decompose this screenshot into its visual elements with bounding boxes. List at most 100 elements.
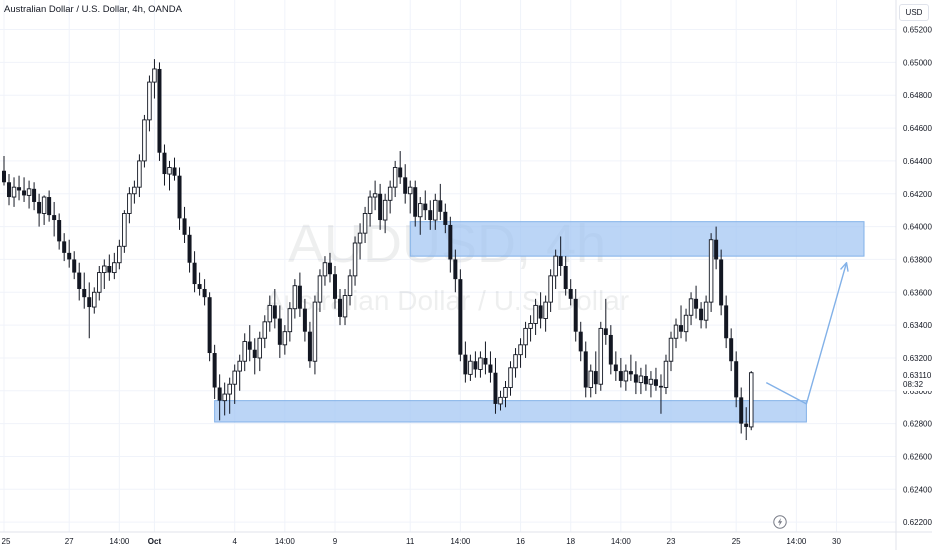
y-tick-label: 0.65000	[903, 58, 932, 67]
candle	[683, 308, 689, 342]
candle	[177, 167, 182, 230]
candle	[739, 387, 744, 434]
candle	[82, 272, 87, 309]
resistance-zone[interactable]	[409, 221, 865, 257]
lightning-icon[interactable]	[773, 515, 787, 529]
candle	[398, 151, 403, 184]
candle	[242, 333, 247, 372]
candle	[172, 157, 177, 181]
x-tick-label: 11	[406, 537, 415, 546]
candle	[11, 177, 17, 207]
y-tick-label: 0.62600	[903, 452, 932, 461]
candle	[719, 249, 724, 316]
candle	[302, 298, 307, 342]
candle	[147, 75, 152, 132]
candle	[7, 174, 12, 206]
candle	[618, 357, 623, 388]
candle	[724, 295, 729, 349]
candle	[413, 180, 418, 227]
y-tick-label: 0.64800	[903, 91, 932, 100]
zones-layer	[214, 221, 865, 423]
x-tick-label: 4	[232, 537, 237, 546]
candle	[443, 203, 448, 234]
candle	[287, 302, 293, 342]
candle	[342, 288, 348, 326]
candle	[688, 292, 694, 326]
candle	[463, 341, 468, 383]
support-zone[interactable]	[214, 400, 807, 423]
candle	[523, 321, 528, 358]
candle	[744, 407, 749, 441]
candle	[137, 154, 142, 198]
candle	[207, 292, 212, 362]
y-tick-label: 0.64200	[903, 190, 932, 199]
candle	[167, 160, 172, 191]
candle	[468, 354, 473, 381]
candle	[423, 190, 428, 221]
candle	[252, 338, 257, 375]
candle	[578, 321, 583, 362]
candle	[658, 374, 663, 414]
projection-arrow	[765, 262, 849, 405]
candle	[102, 259, 107, 289]
candle	[237, 354, 242, 391]
candle	[332, 266, 337, 309]
candle	[694, 285, 699, 319]
candle	[453, 249, 458, 293]
candle	[729, 328, 734, 372]
candle	[448, 216, 453, 273]
candle	[703, 295, 709, 329]
x-tick-label: 25	[2, 537, 11, 546]
candle	[97, 266, 102, 301]
candle	[428, 200, 433, 230]
candle	[87, 282, 92, 339]
y-tick-label: 0.63200	[903, 354, 932, 363]
candle	[72, 251, 77, 280]
candle	[67, 239, 72, 268]
candle	[157, 62, 162, 161]
candle	[538, 292, 543, 329]
candle	[748, 371, 754, 431]
candle	[493, 357, 498, 414]
candle	[543, 295, 548, 332]
candle	[488, 351, 493, 383]
candle	[473, 351, 478, 378]
y-tick-label: 0.62400	[903, 485, 932, 494]
candle	[603, 298, 608, 345]
candles-layer	[2, 59, 754, 441]
candle	[483, 341, 488, 375]
candle	[528, 315, 533, 342]
x-tick-label: 23	[667, 537, 676, 546]
candle	[372, 180, 378, 211]
candle	[508, 361, 513, 396]
candle	[593, 351, 598, 395]
candle	[272, 288, 277, 329]
watermark-name: Australian Dollar / U.S. Dollar	[265, 285, 629, 316]
candle	[563, 256, 568, 296]
candle	[322, 256, 328, 286]
price-axis[interactable]: 0.65200 0.65000 0.64800 0.64600 0.64400 0.642…	[895, 0, 932, 550]
candle	[297, 272, 302, 317]
candle	[232, 364, 237, 404]
candle	[714, 226, 719, 270]
x-tick-label: 14:00	[786, 537, 807, 546]
candle	[382, 193, 388, 234]
currency-button[interactable]: USD	[899, 4, 929, 21]
x-tick-label: 14:00	[611, 537, 632, 546]
candle	[37, 193, 42, 227]
y-tick-label: 0.63000	[903, 387, 932, 396]
x-tick-label: 27	[65, 537, 74, 546]
candle	[362, 206, 368, 244]
candle	[142, 114, 147, 168]
candle	[357, 223, 363, 260]
x-tick-label: 25	[732, 537, 741, 546]
candle	[407, 180, 413, 214]
candle	[217, 374, 222, 421]
candle	[588, 364, 594, 398]
candle	[197, 272, 202, 296]
time-axis[interactable]: 25 27 14:00 Oct 4 14:00 9 11 14:00 16 18 14:00 23 25 1…	[0, 531, 932, 546]
candle	[327, 252, 332, 283]
candle	[583, 341, 588, 398]
candle	[257, 331, 263, 372]
